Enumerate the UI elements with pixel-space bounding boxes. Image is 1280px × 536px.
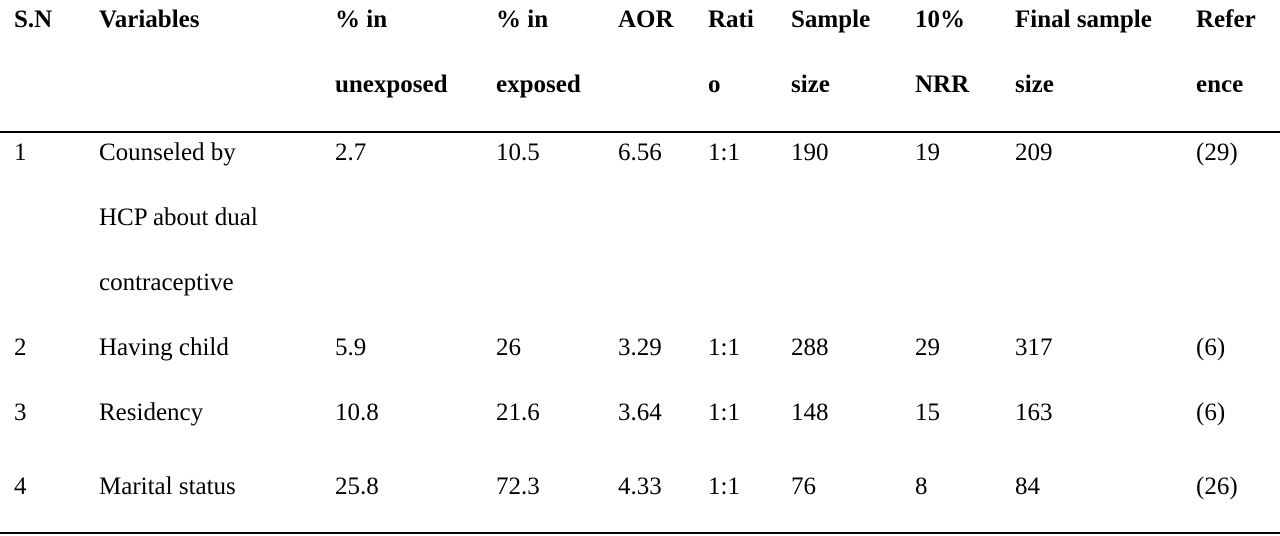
row-pct-unexposed: 25.8: [335, 473, 379, 500]
row-pct-unexposed: 10.8: [335, 399, 379, 426]
header-ratio: Rati o: [708, 6, 754, 98]
row-pct-exposed: 21.6: [496, 399, 540, 426]
row-sample-size: 148: [791, 399, 829, 426]
row-final-sample-size: 317: [1015, 334, 1053, 361]
row-variable: Marital status: [99, 473, 236, 500]
row-reference: (29): [1196, 139, 1238, 166]
row-sn: 2: [14, 334, 27, 361]
row-sn: 1: [14, 139, 27, 166]
row-pct-exposed: 26: [496, 334, 521, 361]
row-aor: 6.56: [618, 139, 662, 166]
header-pct-unexposed: % in unexposed: [335, 6, 448, 98]
row-sample-size: 76: [791, 473, 816, 500]
row-nrr: 19: [915, 139, 940, 166]
row-variable: Having child: [99, 334, 229, 361]
row-sn: 4: [14, 473, 27, 500]
row-final-sample-size: 163: [1015, 399, 1053, 426]
header-final-sample-size: Final sample size: [1015, 6, 1152, 98]
row-aor: 3.29: [618, 334, 662, 361]
row-pct-exposed: 10.5: [496, 139, 540, 166]
header-sample-size: Sample size: [791, 6, 871, 98]
row-ratio: 1:1: [708, 139, 740, 166]
header-variables: Variables: [99, 6, 200, 33]
row-ratio: 1:1: [708, 399, 740, 426]
header-pct-exposed: % in exposed: [496, 6, 581, 98]
row-sn: 3: [14, 399, 27, 426]
row-nrr: 15: [915, 399, 940, 426]
header-aor: AOR: [618, 6, 674, 33]
row-reference: (6): [1196, 334, 1226, 361]
header-reference: Refer ence: [1196, 6, 1256, 98]
row-aor: 4.33: [618, 473, 662, 500]
table-bottom-rule: [0, 532, 1280, 534]
row-pct-unexposed: 2.7: [335, 139, 367, 166]
row-ratio: 1:1: [708, 334, 740, 361]
header-nrr: 10% NRR: [915, 6, 970, 98]
row-final-sample-size: 84: [1015, 473, 1040, 500]
row-pct-unexposed: 5.9: [335, 334, 367, 361]
row-pct-exposed: 72.3: [496, 473, 540, 500]
row-sample-size: 190: [791, 139, 829, 166]
row-final-sample-size: 209: [1015, 139, 1053, 166]
row-ratio: 1:1: [708, 473, 740, 500]
row-aor: 3.64: [618, 399, 662, 426]
row-nrr: 29: [915, 334, 940, 361]
row-variable: Residency: [99, 399, 204, 426]
row-reference: (6): [1196, 399, 1226, 426]
header-sn: S.N: [14, 6, 53, 33]
row-sample-size: 288: [791, 334, 829, 361]
row-variable: Counseled by HCP about dual contraceptiv…: [99, 139, 258, 296]
header-divider: [0, 131, 1280, 133]
row-nrr: 8: [915, 473, 928, 500]
row-reference: (26): [1196, 473, 1238, 500]
